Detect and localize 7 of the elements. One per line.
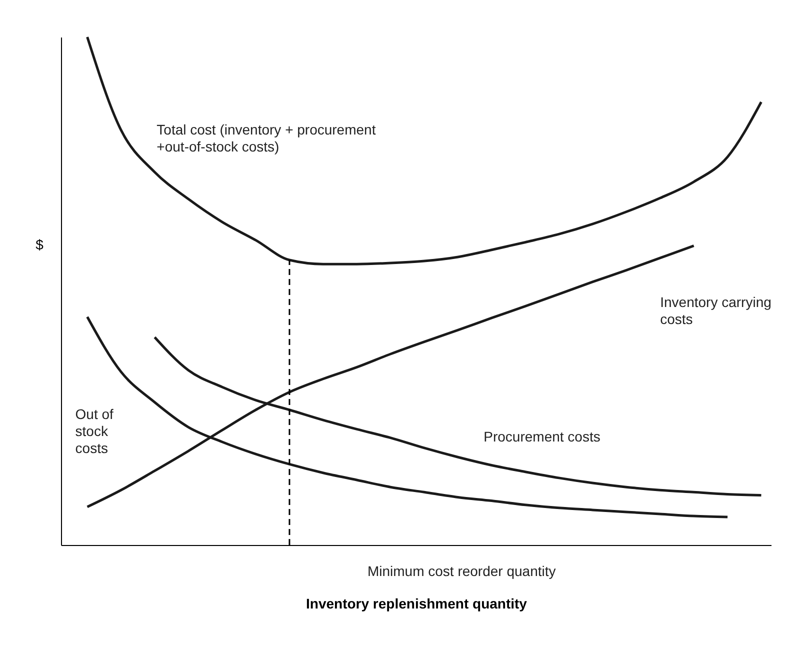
x-axis-title: Inventory replenishment quantity (306, 596, 528, 612)
text: Out of stock costs (75, 406, 114, 456)
y-axis-title: $ (36, 236, 44, 252)
text: Minimum cost reorder quantity (367, 563, 556, 579)
series-label: Procurement costs (484, 428, 600, 445)
text: Inventory carrying costs (660, 294, 772, 328)
series-label: Total cost (inventory + procurement +out-of-stock costs) (156, 121, 376, 154)
